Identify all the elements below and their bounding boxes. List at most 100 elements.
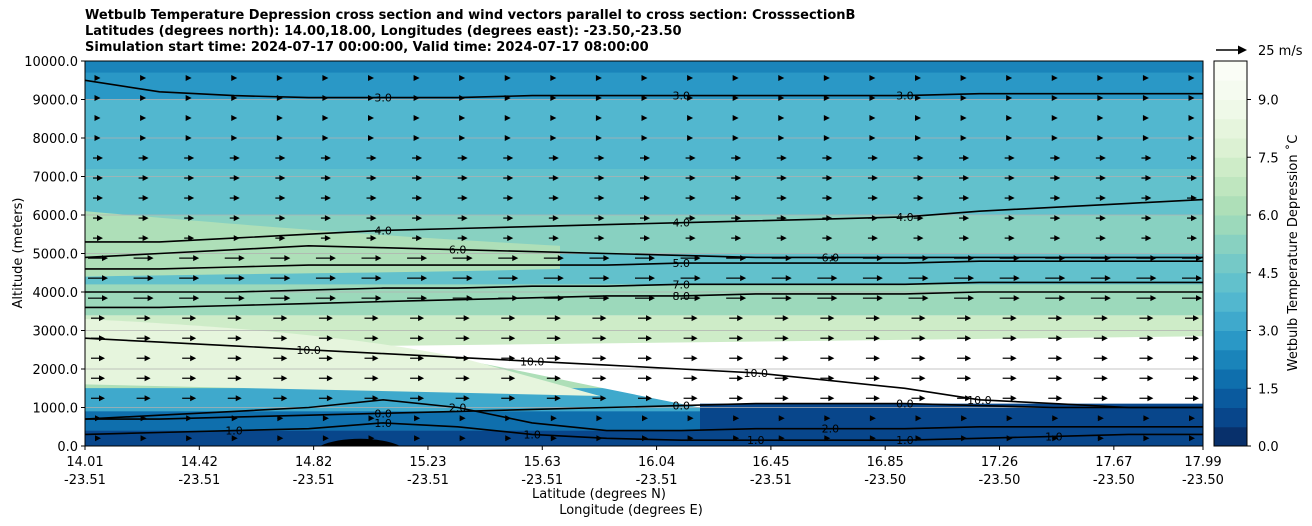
wind-vector-head [147, 295, 154, 302]
wind-vector-head [324, 215, 331, 222]
wind-vector-head [823, 74, 830, 81]
wind-vector-head [1059, 275, 1066, 282]
wind-vector-head [1097, 114, 1104, 121]
wind-vector-head [1056, 315, 1063, 322]
wind-vector-head [1099, 155, 1106, 162]
wind-vector-head [238, 275, 245, 282]
wind-vector-head [1145, 195, 1152, 202]
band-top [85, 61, 1203, 73]
wind-vector-head [644, 235, 650, 242]
wind-vector-head [869, 94, 876, 101]
wind-vector-head [689, 155, 696, 162]
wind-vector-head [95, 415, 101, 422]
wind-vector-head [961, 435, 968, 442]
wind-vector-head [418, 375, 425, 382]
wind-vector-head [687, 435, 694, 442]
wind-vector-head [324, 235, 331, 242]
wind-vector-head [1052, 415, 1059, 422]
contour-line-4 [85, 198, 1203, 243]
wind-vector-head [1142, 94, 1149, 101]
wind-vector-head [1051, 74, 1058, 81]
wind-vector-head [1196, 295, 1202, 302]
wind-vector-head [642, 415, 648, 422]
wind-vector-head [922, 295, 929, 302]
wind-vector-head [231, 135, 238, 141]
wind-vector-head [828, 375, 835, 382]
chart-title-line-3: Simulation start time: 2024-07-17 00:00:… [85, 40, 649, 55]
wind-vector-head [372, 355, 379, 362]
wind-vector-head [505, 415, 512, 422]
wind-vector-head [1056, 375, 1063, 382]
colorbar-segment [1214, 157, 1247, 177]
wind-vector-head [961, 415, 968, 422]
wind-vector-head [826, 175, 833, 182]
wind-vector-head [504, 74, 511, 81]
wind-vector-head [509, 375, 516, 382]
wind-vector-head [871, 195, 878, 202]
wind-vector-head [1193, 355, 1199, 362]
colorbar-segment [1214, 195, 1247, 216]
wind-vector-head [97, 235, 103, 242]
wind-vector-head [416, 155, 423, 162]
wind-vector-head [372, 315, 379, 322]
x-tick-label-lon: -23.50 [1182, 473, 1224, 488]
y-tick-label: 3000.0 [33, 325, 79, 340]
wind-vector-head [965, 375, 972, 382]
wind-vector-head [140, 415, 147, 422]
wind-vector-head [368, 114, 374, 121]
wind-vector-head [689, 195, 696, 202]
wind-vector-head [102, 255, 108, 262]
wind-vector-head [828, 395, 835, 402]
wind-vector-head [1145, 215, 1152, 222]
wind-vector-head [1056, 355, 1063, 362]
wind-vector-head [375, 295, 382, 302]
wind-vector-head [459, 94, 466, 101]
colorbar-tick-label: 9.0 [1258, 94, 1279, 109]
wind-vector-head [735, 155, 742, 162]
y-axis-label: Altitude (meters) [11, 198, 26, 309]
wind-vector-head [1006, 74, 1013, 81]
wind-vector-head [1099, 175, 1106, 182]
contour-label-2: 2.0 [822, 423, 840, 436]
colorbar-tick-label: 4.5 [1258, 267, 1279, 282]
wind-vector-head [421, 255, 428, 262]
wind-vector-head [279, 175, 286, 182]
wind-vector-head [1189, 435, 1195, 442]
colorbar-label: Wetbulb Temperature Depression ˚C [1285, 135, 1301, 372]
wind-vector-head [876, 255, 883, 262]
wind-vector-head [512, 255, 519, 262]
wind-vector-head [782, 335, 789, 342]
wind-vector-head [603, 275, 610, 282]
colorbar-segment [1214, 253, 1247, 274]
wind-vector-head [281, 335, 288, 342]
wind-vector-head [960, 114, 967, 121]
wind-vector-head [276, 135, 283, 141]
wind-vector-head [596, 415, 603, 422]
x-tick-label-lat: 17.99 [1184, 455, 1221, 470]
wind-vector-head [915, 415, 922, 422]
y-tick-label: 1000.0 [33, 402, 79, 417]
wind-vector-head [554, 355, 561, 362]
wind-vector-head [915, 74, 921, 81]
wind-vector-head [1054, 235, 1061, 242]
wind-vector-head [871, 235, 878, 242]
wind-vector-head [324, 175, 331, 182]
wind-vector-head [600, 335, 607, 342]
contour-label-0: 0.0 [896, 398, 914, 411]
wind-vector-head [238, 295, 245, 302]
wind-vector-head [780, 175, 787, 182]
wind-vector-head [552, 215, 559, 222]
y-axis: 0.0 1000.0 2000.0 3000.0 4000.0 5000.0 6000.0 7… [24, 55, 85, 455]
wind-vector-head [140, 135, 147, 141]
wind-vector-head [557, 295, 564, 302]
wind-vector-head [554, 375, 561, 382]
wind-vector-head [828, 315, 835, 322]
wind-vector-head [826, 195, 833, 202]
wind-vector-head [554, 335, 561, 342]
contour-label-3: 3.0 [896, 90, 914, 103]
contour-label-4: 4.0 [673, 217, 691, 230]
wind-vector-head [922, 255, 929, 262]
wind-vector-head [687, 74, 694, 81]
wind-vector-head [1059, 295, 1066, 302]
colorbar-segment [1214, 272, 1247, 293]
